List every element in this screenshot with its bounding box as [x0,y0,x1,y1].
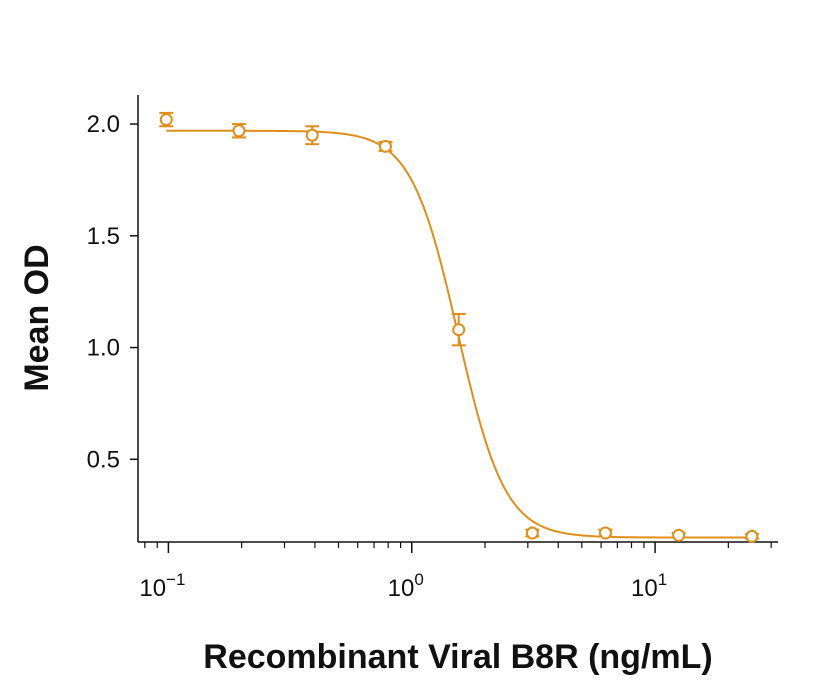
y-axis-title: Mean OD [18,244,56,391]
y-tick-label: 1.5 [87,223,120,250]
data-point [305,128,319,142]
data-point [159,113,173,127]
y-axis: 0.5 1.0 1.5 2.0 [87,95,139,542]
data-point [232,124,246,138]
y-tick-label: 1.0 [87,335,120,362]
x-tick-label: 101 [631,570,667,602]
data-point [525,526,539,540]
x-tick-label: 100 [388,570,424,602]
data-point [598,526,612,540]
data-point [452,323,466,337]
plot-area [159,111,759,543]
data-point [745,529,759,543]
data-point [672,528,686,542]
y-tick-label: 0.5 [87,446,120,473]
y-tick-label: 2.0 [87,111,120,138]
x-axis-title: Recombinant Viral B8R (ng/mL) [203,638,712,676]
x-tick-label: 10−1 [139,570,185,602]
data-point [378,139,392,153]
x-axis: 10−1 100 101 [138,541,778,602]
